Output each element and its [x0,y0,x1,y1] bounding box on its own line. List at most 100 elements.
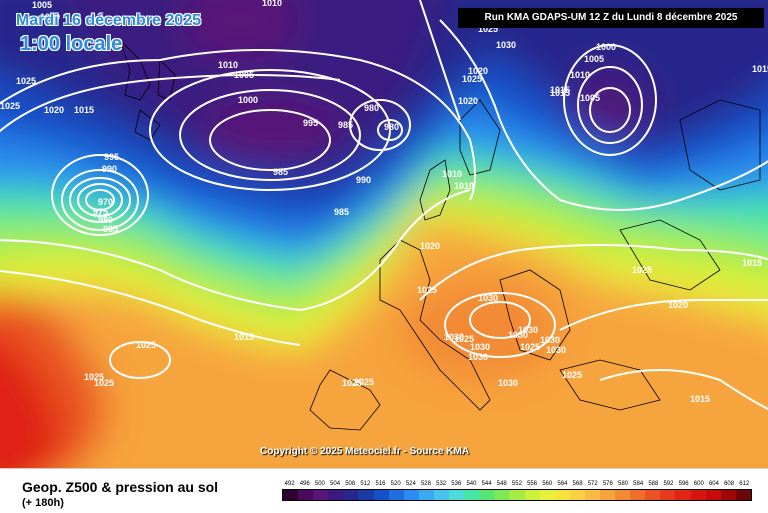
legend-swatch [464,490,480,500]
legend-label: 564 [557,481,568,487]
isobar-label: 1025 [454,334,474,344]
isobar-label: 1025 [94,378,114,388]
legend-swatch [403,490,419,500]
isobar-label: 1025 [136,340,156,350]
legend-swatch [720,490,736,500]
legend-label: 536 [451,481,462,487]
isobar-label: 1025 [632,265,652,275]
isobar-label: 1030 [468,352,488,362]
isobar-label: 985 [273,167,288,177]
forecast-time-title: 1:00 locale [20,33,123,55]
legend-label: 568 [572,481,583,487]
legend-label: 592 [663,481,674,487]
legend-swatch [645,490,661,500]
isobar-label: 1015 [550,88,570,98]
legend-swatch [388,490,404,500]
legend-label: 500 [314,481,325,487]
legend-label: 596 [678,481,689,487]
isobar-label: 1015 [742,258,762,268]
isobar-label: 1025 [354,377,374,387]
legend-label: 572 [587,481,598,487]
run-info-banner: Run KMA GDAPS-UM 12 Z du Lundi 8 décembr… [458,8,764,28]
legend-swatch [313,490,329,500]
isobar-label: 1000 [596,42,616,52]
isobar-label: 1030 [498,378,518,388]
isobar-label: 990 [102,164,117,174]
isobar-label: 1020 [468,66,488,76]
isobar-label: 1010 [442,169,462,179]
legend-swatch [509,490,525,500]
isobar-label: 985 [103,224,118,234]
isobar-label: 1025 [520,342,540,352]
isobar-label: 980 [98,215,113,225]
isobar-label: 1030 [540,335,560,345]
legend-swatch [283,490,299,500]
product-title: Geop. Z500 & pression au sol [22,479,219,495]
legend-swatch [584,490,600,500]
legend-label: 544 [481,481,492,487]
weather-map: 1005 1010 1010 1005 1000 995 985 980 980… [0,0,768,468]
legend-label: 524 [405,481,416,487]
isobar-label: 1010 [454,181,474,191]
legend-label: 580 [618,481,629,487]
isobar-label: 1010 [262,0,282,8]
isobar-label: 1030 [546,345,566,355]
legend-swatch [358,490,374,500]
isobar-label: 985 [334,207,349,217]
legend-label: 528 [420,481,431,487]
isobar-label: 995 [303,118,318,128]
legend-label: 576 [602,481,613,487]
isobar-label: 1030 [496,40,516,50]
legend-swatch [494,490,510,500]
legend-label: 556 [527,481,538,487]
legend-label: 604 [708,481,719,487]
legend-swatch [615,490,631,500]
isobar-label: 1025 [462,74,482,84]
legend-swatch [554,490,570,500]
legend-label: 532 [436,481,447,487]
isobar-label: 1010 [570,70,590,80]
footer-panel: Geop. Z500 & pression au sol (+ 180h) 49… [0,468,768,513]
legend-label: 516 [375,481,386,487]
isobar-label: 1005 [234,70,254,80]
legend-swatch [569,490,585,500]
legend-swatch [660,490,676,500]
isobar-label: 980 [364,103,379,113]
legend-labels: 492 496 500 504 508 512 516 520 524 528 532 536 540 5… [282,481,752,487]
legend-swatch [298,490,314,500]
isobar-label: 1025 [84,372,104,382]
legend-label: 508 [345,481,356,487]
isobar-label: 1025 [0,101,20,111]
isobar-label: 990 [356,175,371,185]
isobar-label: 1015 [74,105,94,115]
isobar-label: 1030 [444,332,464,342]
isobar-label: 1020 [458,96,478,106]
isobars [0,0,768,410]
isobar-label: 1025 [16,76,36,86]
isobar-label: 1020 [420,241,440,251]
legend-swatch [433,490,450,500]
legend-swatch [735,490,751,500]
legend-swatch [599,490,616,500]
legend-swatch [343,490,359,500]
isobar-label: 1010 [40,12,60,22]
isobar-label: 1000 [238,95,258,105]
legend-label: 520 [390,481,401,487]
isobar-label: 1030 [470,342,490,352]
isobar-label: 1005 [584,54,604,64]
isobar-label: 1025 [342,378,362,388]
isobar-label: 1030 [478,293,498,303]
isobar-label: 1015 [690,394,710,404]
legend-label: 588 [648,481,659,487]
isobar-label: 1005 [580,93,600,103]
legend-swatch [418,490,434,500]
legend-label: 540 [466,481,477,487]
legend-label: 512 [360,481,371,487]
legend-label: 560 [542,481,553,487]
legend-swatch [373,490,389,500]
isobar-label: 970 [98,197,113,207]
isobar-label: 1025 [417,285,437,295]
legend-swatch [630,490,646,500]
geopotential-field [0,0,768,468]
legend-label: 552 [511,481,522,487]
